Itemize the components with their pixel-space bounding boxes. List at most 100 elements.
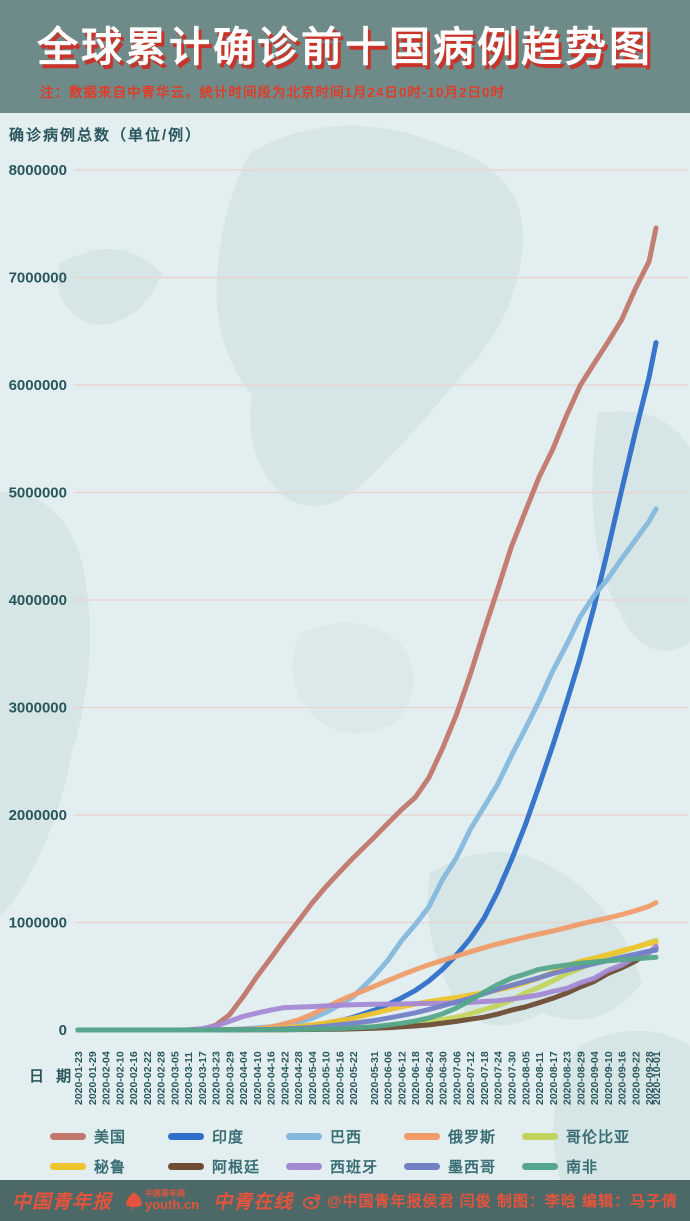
x-tick-2020-03-23: 2020-03-23 [211,1051,223,1105]
youth-cn-site: youth.cn [145,1197,200,1212]
legend-swatch-西班牙 [286,1162,322,1170]
legend-item-秘鲁: 秘鲁 [50,1151,168,1181]
chart-area: 确诊病例总数（单位/例） 日 期 8000000 7000000 6000000 50… [0,113,690,1180]
x-tick-2020-05-31: 2020-05-31 [369,1051,381,1105]
legend-label-阿根廷: 阿根廷 [212,1158,261,1176]
x-tick-2020-07-18: 2020-07-18 [479,1051,491,1105]
trend-line-chart: 8000000 7000000 6000000 5000000 4000000 30000… [0,125,690,1180]
legend-label-美国: 美国 [94,1128,127,1146]
legend-label-墨西哥: 墨西哥 [448,1158,497,1176]
youth-cn-name: 中国青年网 [145,1189,186,1198]
footer-logos: 中国青年报 中国青年网 youth.cn 中青在线 [12,1187,293,1214]
x-tick-2020-01-29: 2020-01-29 [87,1051,99,1105]
legend-row-2: 秘鲁 阿根廷 西班牙 墨西哥 南非 [50,1151,640,1181]
x-tick-2020-08-11: 2020-08-11 [534,1052,546,1105]
legend-label-印度: 印度 [212,1128,245,1146]
x-tick-2020-04-04: 2020-04-04 [238,1051,250,1105]
x-tick-2020-08-23: 2020-08-23 [562,1051,574,1105]
legend-swatch-俄罗斯 [404,1132,440,1140]
x-tick-2020-05-16: 2020-05-16 [334,1051,346,1105]
legend-swatch-哥伦比亚 [522,1132,558,1140]
x-tick-2020-03-29: 2020-03-29 [224,1051,236,1105]
x-axis-label: 日 期 [29,1068,76,1085]
series-lines [75,225,659,1033]
youth-cn-logo: 中国青年网 youth.cn [126,1190,199,1211]
zhongqing-online-logo: 中青在线 [213,1192,294,1213]
legend: 美国 印度 巴西 俄罗斯 哥伦比亚 秘鲁 阿根廷 西班牙 墨西哥 南非 [50,1121,640,1181]
x-tick-2020-06-30: 2020-06-30 [438,1051,450,1105]
x-tick-2020-09-04: 2020-09-04 [589,1051,601,1105]
data-source-note: 注：数据来自中青华云，统计时间段为北京时间1月24日0时-10月2日0时 [40,85,506,100]
x-tick-2020-07-12: 2020-07-12 [465,1051,477,1105]
y-tick-3000000: 3000000 [9,700,67,717]
legend-label-巴西: 巴西 [330,1128,363,1146]
x-tick-2020-06-12: 2020-06-12 [396,1051,408,1105]
x-tick-2020-02-22: 2020-02-22 [142,1051,154,1105]
x-tick-2020-09-10: 2020-09-10 [603,1051,615,1105]
x-tick-2020-04-10: 2020-04-10 [252,1051,264,1105]
x-tick-labels: 2020-01-23 2020-01-29 2020-02-04 2020-02-10… [73,1051,663,1105]
credit-text: @中国青年报侯君 闫俊 制图：李晗 编辑：马子倩 [326,1193,678,1210]
x-tick-2020-04-22: 2020-04-22 [279,1051,291,1105]
header-banner: 全球累计确诊前十国病例趋势图 注：数据来自中青华云，统计时间段为北京时间1月24… [0,0,690,113]
x-tick-2020-04-16: 2020-04-16 [266,1051,278,1105]
x-tick-2020-04-28: 2020-04-28 [293,1051,305,1105]
x-tick-2020-10-01: 2020-10-01 [651,1051,663,1105]
y-tick-6000000: 6000000 [9,377,67,394]
x-tick-2020-08-17: 2020-08-17 [548,1051,560,1105]
legend-label-俄罗斯: 俄罗斯 [448,1128,497,1146]
x-tick-2020-05-04: 2020-05-04 [307,1051,319,1105]
y-tick-8000000: 8000000 [9,162,67,179]
y-tick-1000000: 1000000 [9,915,67,932]
legend-swatch-巴西 [286,1132,322,1140]
x-tick-2020-06-18: 2020-06-18 [410,1051,422,1105]
legend-item-俄罗斯: 俄罗斯 [404,1121,522,1151]
y-tick-5000000: 5000000 [9,485,67,502]
x-tick-2020-05-22: 2020-05-22 [348,1051,360,1105]
legend-label-秘鲁: 秘鲁 [94,1158,127,1176]
legend-swatch-秘鲁 [50,1162,86,1170]
x-tick-2020-03-11: 2020-03-11 [183,1052,195,1105]
y-tick-4000000: 4000000 [9,592,67,609]
x-tick-2020-07-06: 2020-07-06 [451,1051,463,1105]
x-tick-2020-03-05: 2020-03-05 [169,1051,181,1105]
y-axis-label: 确诊病例总数（单位/例） [9,127,203,144]
legend-item-西班牙: 西班牙 [286,1151,404,1181]
x-tick-2020-02-10: 2020-02-10 [114,1051,126,1105]
x-tick-2020-09-16: 2020-09-16 [617,1051,629,1105]
x-tick-2020-03-17: 2020-03-17 [197,1051,209,1105]
ginkgo-leaf-icon [126,1191,142,1210]
legend-swatch-墨西哥 [404,1162,440,1170]
legend-swatch-美国 [50,1132,86,1140]
x-tick-2020-01-23: 2020-01-23 [73,1051,85,1105]
legend-swatch-印度 [168,1132,204,1140]
legend-label-南非: 南非 [566,1158,599,1176]
x-tick-2020-02-16: 2020-02-16 [128,1051,140,1105]
legend-item-哥伦比亚: 哥伦比亚 [522,1121,640,1151]
legend-item-美国: 美国 [50,1121,168,1151]
legend-label-哥伦比亚: 哥伦比亚 [566,1128,631,1146]
legend-row-1: 美国 印度 巴西 俄罗斯 哥伦比亚 [50,1121,640,1151]
legend-label-西班牙: 西班牙 [330,1158,379,1176]
x-tick-2020-06-06: 2020-06-06 [383,1051,395,1105]
china-youth-daily-logo: 中国青年报 [12,1192,113,1213]
legend-item-印度: 印度 [168,1121,286,1151]
legend-swatch-南非 [522,1162,558,1170]
line-南非 [75,954,659,1033]
gridlines [74,169,688,924]
y-tick-7000000: 7000000 [9,270,67,287]
x-tick-2020-02-04: 2020-02-04 [101,1051,113,1105]
legend-item-巴西: 巴西 [286,1121,404,1151]
x-tick-2020-07-24: 2020-07-24 [493,1051,505,1105]
page-title: 全球累计确诊前十国病例趋势图 [37,24,653,70]
x-tick-2020-08-29: 2020-08-29 [575,1051,587,1105]
footer-credit: @中国青年报侯君 闫俊 制图：李晗 编辑：马子倩 [302,1190,678,1211]
weibo-icon [302,1194,321,1209]
legend-item-阿根廷: 阿根廷 [168,1151,286,1181]
y-tick-2000000: 2000000 [9,807,67,824]
legend-item-墨西哥: 墨西哥 [404,1151,522,1181]
y-tick-labels: 8000000 7000000 6000000 5000000 4000000 30000… [9,162,67,1039]
x-tick-2020-05-10: 2020-05-10 [321,1051,333,1105]
x-tick-2020-06-24: 2020-06-24 [424,1051,436,1105]
x-tick-2020-08-05: 2020-08-05 [520,1051,532,1105]
